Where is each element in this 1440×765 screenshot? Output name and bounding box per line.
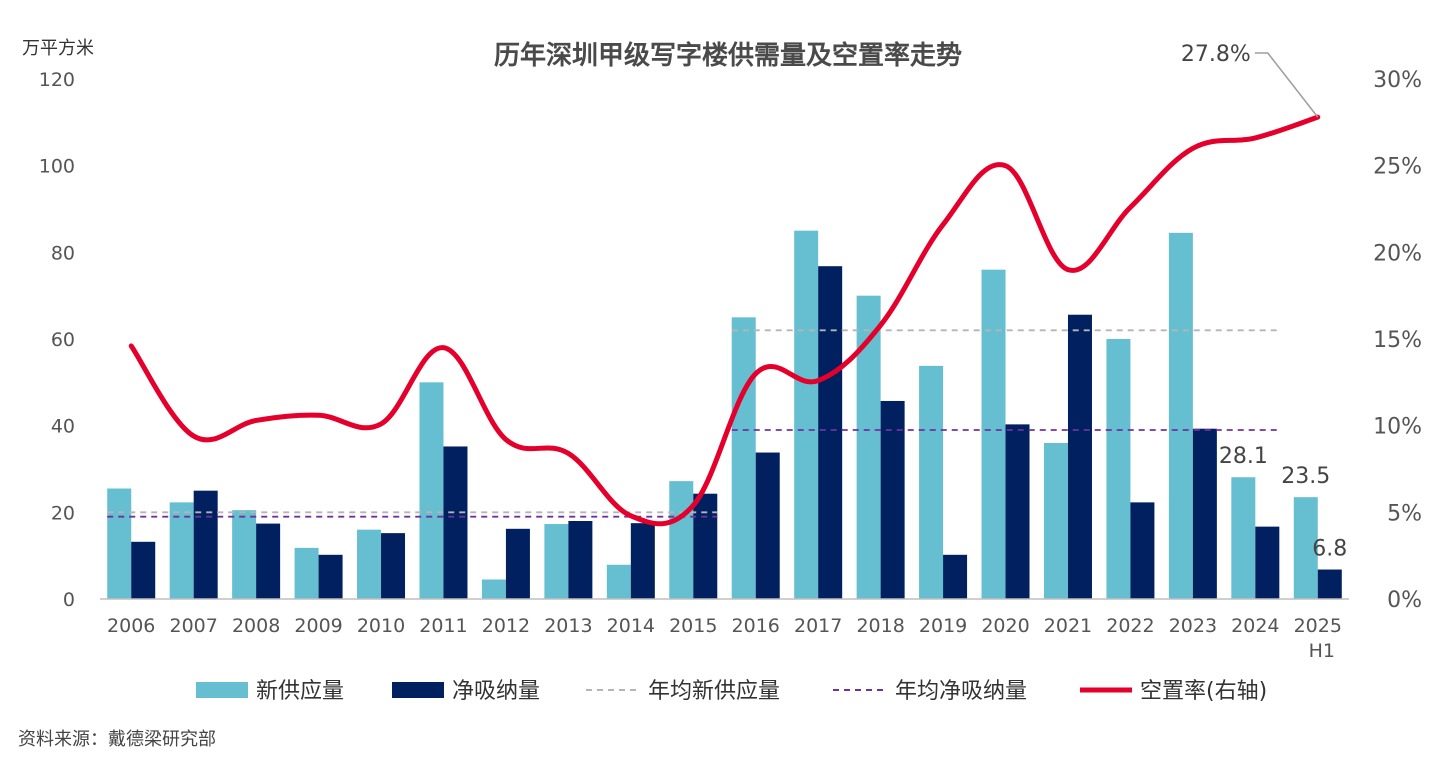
- data-label: 23.5: [1281, 464, 1330, 489]
- category-ticks: 2006 2007 2008 2009 2010 2011 2012 2013 2014 2015…: [107, 615, 1342, 662]
- x-tick-label: 2012: [482, 615, 530, 637]
- bar-absorption: [443, 446, 468, 599]
- x-tick-label: 2006: [107, 615, 155, 637]
- x-tick-sublabel: H1: [1309, 640, 1335, 662]
- x-tick-label: 2015: [669, 615, 717, 637]
- right-axis-ticks: 0% 5% 10% 15% 20% 25% 30%: [1373, 68, 1422, 613]
- y2-tick-label: 10%: [1373, 415, 1422, 440]
- x-tick-label: 2025: [1294, 615, 1342, 637]
- bar-supply: [1106, 339, 1131, 599]
- bars: [107, 230, 1342, 600]
- y2-tick-label: 5%: [1387, 501, 1422, 526]
- bar-absorption: [256, 523, 281, 599]
- left-axis-ticks: 0 20 40 60 80 100 120: [39, 69, 75, 611]
- x-tick-label: 2019: [919, 615, 967, 637]
- legend-label: 年均新供应量: [648, 679, 780, 704]
- x-tick-label: 2023: [1169, 615, 1217, 637]
- bar-supply: [606, 564, 631, 599]
- x-tick-label: 2024: [1231, 615, 1279, 637]
- legend-swatch: [196, 682, 248, 698]
- y-tick-label: 100: [39, 156, 75, 178]
- bar-absorption: [318, 554, 343, 599]
- y2-tick-label: 30%: [1373, 68, 1422, 93]
- bar-supply: [232, 510, 257, 599]
- bar-absorption: [1255, 526, 1280, 599]
- bar-supply: [169, 502, 194, 599]
- y-tick-label: 20: [51, 502, 75, 524]
- bar-absorption: [943, 554, 968, 599]
- bar-absorption: [1130, 502, 1155, 599]
- x-tick-label: 2020: [981, 615, 1029, 637]
- bar-supply: [731, 317, 756, 599]
- bar-absorption: [1005, 424, 1030, 599]
- bar-absorption: [693, 493, 718, 599]
- x-tick-label: 2007: [169, 615, 217, 637]
- chart-title: 历年深圳甲级写字楼供需量及空置率走势: [494, 40, 962, 71]
- bar-absorption: [381, 533, 406, 599]
- y2-tick-label: 25%: [1373, 155, 1422, 180]
- bar-absorption: [818, 266, 843, 599]
- bar-supply: [481, 579, 506, 599]
- x-tick-label: 2018: [856, 615, 904, 637]
- y-tick-label: 80: [51, 242, 75, 264]
- x-tick-label: 2022: [1106, 615, 1154, 637]
- legend: 新供应量 净吸纳量 年均新供应量 年均净吸纳量 空置率(右轴): [196, 679, 1267, 704]
- bar-supply: [1293, 497, 1318, 599]
- bar-absorption: [1067, 314, 1092, 599]
- bar-supply: [544, 524, 569, 599]
- x-tick-label: 2014: [607, 615, 655, 637]
- bar-supply: [357, 529, 382, 599]
- legend-label: 空置率(右轴): [1140, 679, 1267, 704]
- bar-absorption: [568, 521, 593, 599]
- legend-label: 净吸纳量: [452, 679, 540, 704]
- y-tick-label: 40: [51, 416, 75, 438]
- x-tick-label: 2021: [1044, 615, 1092, 637]
- bar-absorption: [630, 523, 655, 599]
- bar-supply: [1168, 232, 1193, 600]
- y2-tick-label: 15%: [1373, 328, 1422, 353]
- y-tick-label: 0: [63, 589, 75, 611]
- bar-supply: [919, 365, 944, 599]
- bar-supply: [1231, 477, 1256, 599]
- bar-absorption: [880, 400, 905, 599]
- bar-supply: [294, 547, 319, 599]
- bar-absorption: [131, 541, 156, 599]
- x-tick-label: 2013: [544, 615, 592, 637]
- bar-supply: [981, 269, 1006, 599]
- vacancy-line-group: [128, 114, 1321, 527]
- bar-supply: [669, 481, 694, 599]
- bar-absorption: [755, 452, 780, 599]
- bar-absorption: [1317, 569, 1342, 599]
- y2-tick-label: 0%: [1387, 588, 1422, 613]
- bar-supply: [1043, 443, 1068, 599]
- bar-absorption: [193, 490, 218, 599]
- x-tick-label: 2008: [232, 615, 280, 637]
- x-tick-label: 2010: [357, 615, 405, 637]
- average-lines: [107, 329, 1280, 518]
- y-tick-label: 120: [39, 69, 75, 91]
- data-label: 27.8%: [1181, 42, 1251, 67]
- x-tick-label: 2011: [419, 615, 467, 637]
- data-label: 6.8: [1312, 537, 1347, 562]
- y-axis-unit: 万平方米: [22, 38, 94, 59]
- bar-supply: [107, 488, 132, 599]
- bar-supply: [419, 382, 444, 599]
- callout-leader: [1254, 52, 1319, 118]
- vacancy-line: [128, 114, 1321, 527]
- legend-swatch: [392, 682, 444, 698]
- source-note: 资料来源：戴德梁研究部: [18, 729, 216, 750]
- y2-tick-label: 20%: [1373, 241, 1422, 266]
- data-labels: 28.1 23.5 6.8 27.8%: [1181, 42, 1347, 562]
- x-tick-label: 2017: [794, 615, 842, 637]
- data-label: 28.1: [1219, 444, 1268, 469]
- legend-label: 新供应量: [256, 679, 344, 704]
- bar-absorption: [1192, 428, 1217, 599]
- bar-supply: [794, 230, 819, 599]
- y-tick-label: 60: [51, 329, 75, 351]
- legend-label: 年均净吸纳量: [895, 679, 1027, 704]
- x-tick-label: 2016: [732, 615, 780, 637]
- bar-absorption: [505, 528, 530, 599]
- x-tick-label: 2009: [294, 615, 342, 637]
